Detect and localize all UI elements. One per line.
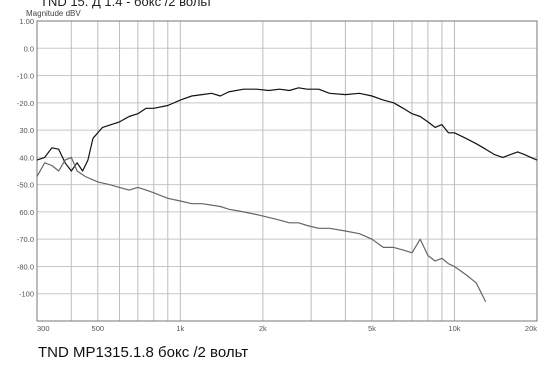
chart-title-bottom: TND MP1315.1.8 бокс /2 вольт [38,344,249,361]
chart-series [36,87,538,303]
series-line-1 [36,87,538,172]
x-tick-label: 300 [37,324,50,333]
y-axis-label: Magnitude dBV [26,9,81,18]
x-tick-label: 5k [368,324,376,333]
plot-frame [36,20,538,322]
y-tick-label: 0.0 [24,44,34,53]
y-tick-label: 30.0 [19,126,34,135]
y-tick-label: 60.0 [19,208,34,217]
y-tick-label: -100 [19,290,34,299]
y-tick-label: -50.0 [17,181,34,190]
chart-grid [36,20,538,322]
x-tick-label: 10k [448,324,460,333]
y-tick-label: 1.00 [19,17,34,26]
y-tick-label: -10.0 [17,72,34,81]
y-tick-label: -20.0 [17,99,34,108]
y-tick-label: -80.0 [17,262,34,271]
y-tick-label: -70.0 [17,235,34,244]
y-tick-label: 40.0 [19,153,34,162]
frequency-response-chart: Magnitude dBV 1.00 0.0 -10.0 -20.0 30.0 40.0 -… [17,9,538,333]
x-tick-label: 1k [176,324,184,333]
x-tick-label: 500 [92,324,105,333]
chart-title-top: TND 15. Д 1.4 - бокс /2 вольт [40,0,213,9]
chart-ticks: 1.00 0.0 -10.0 -20.0 30.0 40.0 -50.0 60.0 -70.0 -… [17,17,537,333]
x-tick-label: 20k [525,324,537,333]
series-line-2 [36,156,487,303]
x-tick-label: 2k [259,324,267,333]
